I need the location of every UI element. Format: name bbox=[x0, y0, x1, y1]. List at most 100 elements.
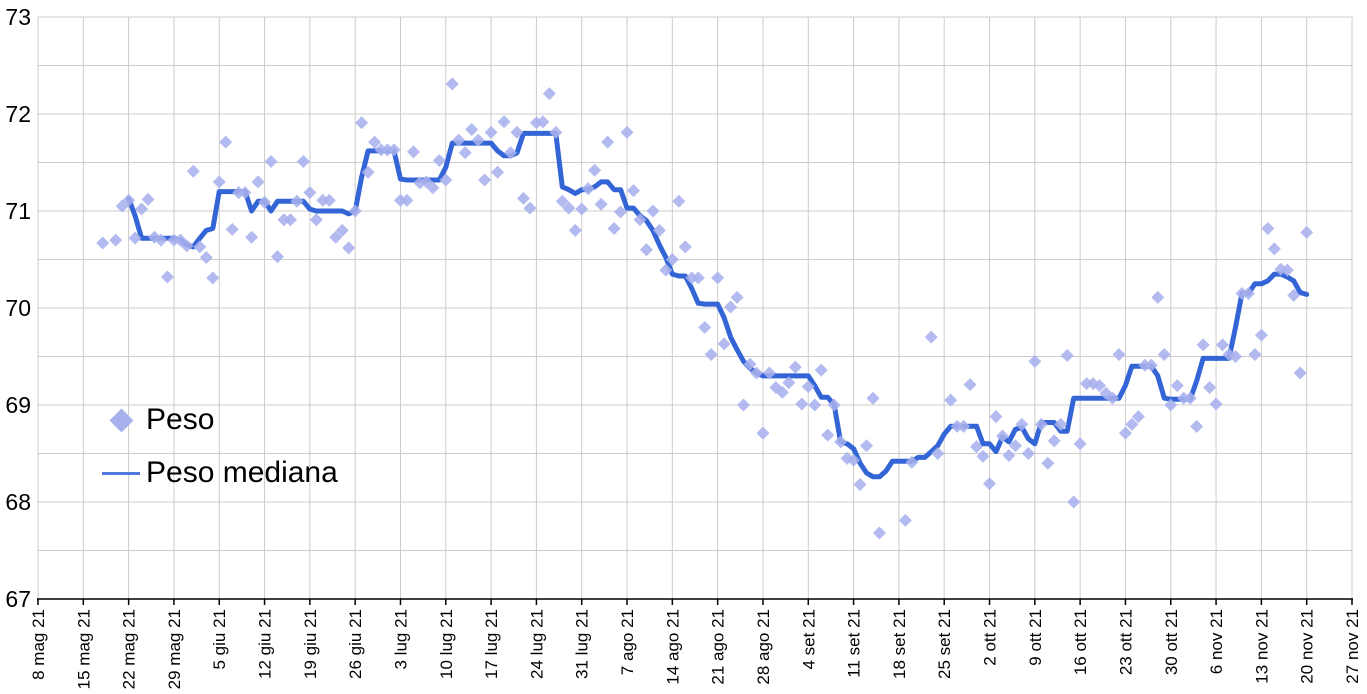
scatter-point bbox=[1028, 354, 1042, 368]
scatter-point bbox=[827, 398, 841, 412]
scatter-point bbox=[1047, 434, 1061, 448]
scatter-point bbox=[1002, 448, 1016, 462]
x-axis-label: 15 mag 21 bbox=[74, 609, 93, 689]
y-axis-label: 72 bbox=[5, 101, 31, 127]
x-axis-label: 2 ott 21 bbox=[981, 609, 1000, 666]
scatter-point bbox=[898, 513, 912, 527]
scatter-point bbox=[788, 360, 802, 374]
scatter-point bbox=[963, 378, 977, 392]
legend-item-peso: Peso bbox=[100, 402, 338, 438]
scatter-point bbox=[1021, 447, 1035, 460]
scatter-point bbox=[1300, 225, 1314, 239]
scatter-point bbox=[976, 449, 990, 463]
legend-mediana-label: Peso mediana bbox=[146, 456, 338, 489]
scatter-point bbox=[348, 204, 362, 218]
x-axis-label: 25 set 21 bbox=[935, 609, 954, 679]
scatter-point bbox=[1248, 348, 1262, 362]
scatter-point bbox=[387, 143, 401, 157]
scatter-point bbox=[1157, 348, 1171, 362]
scatter-point bbox=[1041, 456, 1055, 470]
scatter-point bbox=[1293, 366, 1307, 380]
scatter-point bbox=[122, 193, 136, 207]
scatter-point bbox=[872, 526, 886, 540]
scatter-point bbox=[452, 133, 466, 147]
scatter-point bbox=[1054, 417, 1068, 431]
scatter-point bbox=[516, 191, 530, 205]
scatter-point bbox=[322, 193, 336, 207]
scatter-point bbox=[575, 202, 589, 216]
scatter-point bbox=[335, 223, 349, 237]
scatter-point bbox=[478, 173, 492, 187]
x-axis-label: 13 nov 21 bbox=[1252, 609, 1271, 684]
scatter-point bbox=[1287, 288, 1301, 302]
x-axis-label: 27 nov 21 bbox=[1343, 609, 1362, 684]
x-axis-label: 5 giu 21 bbox=[210, 609, 229, 670]
scatter-point bbox=[542, 87, 556, 101]
scatter-point bbox=[1254, 328, 1268, 342]
scatter-point bbox=[562, 201, 576, 215]
scatter-point bbox=[1067, 495, 1081, 509]
x-axis-label: 17 lug 21 bbox=[482, 609, 501, 679]
scatter-point bbox=[724, 300, 738, 314]
scatter-point bbox=[238, 186, 252, 200]
scatter-point bbox=[717, 337, 731, 351]
scatter-point bbox=[691, 271, 705, 285]
scatter-point bbox=[924, 330, 938, 344]
scatter-point bbox=[536, 115, 550, 129]
scatter-point bbox=[678, 240, 692, 254]
scatter-point bbox=[607, 221, 621, 235]
scatter-point bbox=[808, 398, 822, 412]
scatter-point bbox=[795, 397, 809, 411]
scatter-point bbox=[1170, 379, 1184, 393]
scatter-point bbox=[225, 222, 239, 236]
scatter-point bbox=[406, 145, 420, 159]
scatter-point bbox=[193, 240, 207, 254]
scatter-point bbox=[762, 366, 776, 380]
scatter-point bbox=[180, 239, 194, 253]
scatter-point bbox=[581, 182, 595, 196]
scatter-point bbox=[983, 477, 997, 491]
scatter-point bbox=[141, 192, 155, 206]
x-axis-label: 7 ago 21 bbox=[618, 609, 637, 675]
x-axis-label: 29 mag 21 bbox=[165, 609, 184, 689]
x-axis-label: 3 lug 21 bbox=[391, 609, 410, 670]
scatter-point bbox=[652, 223, 666, 237]
scatter-point bbox=[1131, 410, 1145, 424]
scatter-point bbox=[594, 197, 608, 211]
scatter-point bbox=[847, 453, 861, 467]
scatter-point bbox=[989, 410, 1003, 424]
scatter-point bbox=[1267, 242, 1281, 256]
scatter-point bbox=[1196, 338, 1210, 352]
scatter-point bbox=[471, 133, 485, 147]
x-axis-label: 11 set 21 bbox=[845, 609, 864, 678]
scatter-point bbox=[342, 241, 356, 255]
scatter-point bbox=[426, 181, 440, 195]
x-axis-label: 12 giu 21 bbox=[256, 609, 275, 679]
scatter-point bbox=[1008, 439, 1022, 453]
scatter-point bbox=[1280, 263, 1294, 277]
scatter-point bbox=[309, 213, 323, 227]
scatter-point bbox=[109, 233, 123, 247]
scatter-point bbox=[497, 115, 511, 129]
x-axis-label: 24 lug 21 bbox=[527, 609, 546, 679]
scatter-point bbox=[1209, 397, 1223, 411]
x-axis-label: 10 lug 21 bbox=[437, 609, 456, 679]
scatter-point bbox=[1241, 286, 1255, 300]
scatter-point bbox=[1228, 350, 1242, 363]
x-axis-label: 21 ago 21 bbox=[709, 609, 728, 685]
scatter-point bbox=[1060, 349, 1074, 363]
scatter-point bbox=[749, 366, 763, 380]
scatter-point bbox=[465, 123, 479, 137]
scatter-point bbox=[995, 429, 1009, 443]
scatter-point bbox=[128, 231, 142, 245]
scatter-point bbox=[698, 320, 712, 334]
scatter-point bbox=[834, 435, 848, 449]
scatter-point bbox=[258, 195, 272, 209]
scatter-point bbox=[296, 155, 310, 169]
y-axis-label: 73 bbox=[5, 4, 31, 30]
scatter-point bbox=[1144, 358, 1158, 372]
scatter-point bbox=[303, 186, 317, 200]
x-axis-label: 18 set 21 bbox=[890, 609, 909, 679]
scatter-point bbox=[1183, 391, 1197, 405]
